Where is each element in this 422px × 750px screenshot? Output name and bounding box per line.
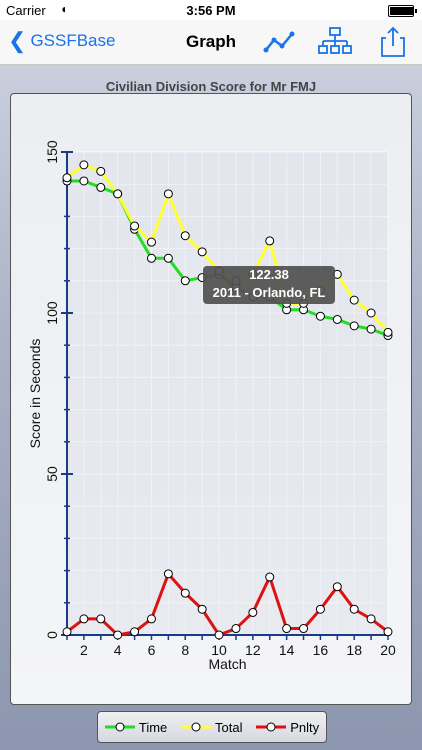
navigation-bar: ❮ GSSFBase Graph [0, 20, 422, 65]
y-tick-label: 50 [44, 466, 60, 482]
carrier-label: Carrier [6, 3, 46, 18]
tooltip-label: 2011 - Orlando, FL [212, 285, 326, 300]
chart-legend: Time Total Pnlty [97, 711, 327, 743]
data-point-penalty[interactable] [349, 604, 359, 614]
data-point-penalty[interactable] [163, 569, 173, 579]
page-title: Graph [185, 32, 237, 51]
back-label: GSSFBase [30, 31, 116, 50]
data-point-total[interactable] [146, 237, 156, 247]
data-point-total[interactable] [130, 221, 140, 231]
data-point-penalty[interactable] [383, 627, 393, 637]
x-tick-label: 12 [245, 642, 261, 658]
chevron-left-icon: ❮ [8, 28, 27, 53]
data-point-penalty[interactable] [231, 624, 241, 634]
data-point-total[interactable] [79, 160, 89, 170]
x-tick-label: 16 [313, 642, 329, 658]
data-point-penalty[interactable] [265, 572, 275, 582]
data-point-penalty[interactable] [96, 614, 106, 624]
data-point-total[interactable] [113, 189, 123, 199]
score-chart[interactable]: 0 50 100 150 2 4 6 8 10 12 14 16 18 20 Match Score in S… [0, 65, 422, 705]
legend-swatch-penalty [256, 722, 287, 732]
x-tick-label: 6 [148, 642, 156, 658]
share-icon[interactable] [376, 26, 410, 58]
y-axis-label: Score in Seconds [27, 339, 43, 449]
legend-label-penalty: Pnlty [290, 719, 320, 735]
back-button[interactable]: ❮ GSSFBase [8, 30, 115, 52]
data-point-penalty[interactable] [113, 630, 123, 640]
data-point-time[interactable] [79, 176, 89, 186]
y-tick-label: 100 [44, 301, 60, 325]
data-point-penalty[interactable] [130, 627, 140, 637]
legend-label-total: Total [215, 719, 243, 735]
wifi-icon: ◖ [60, 2, 68, 16]
legend-swatch-time [104, 722, 135, 732]
data-point-penalty[interactable] [214, 630, 224, 640]
x-tick-label: 2 [80, 642, 88, 658]
hierarchy-icon[interactable] [318, 26, 352, 58]
legend-label-time: Time [138, 719, 168, 735]
x-tick-label: 8 [181, 642, 189, 658]
battery-icon [388, 5, 417, 17]
data-point-penalty[interactable] [146, 614, 156, 624]
data-point-total[interactable] [96, 166, 106, 176]
clock: 3:56 PM [186, 3, 236, 18]
data-point-total[interactable] [265, 236, 275, 246]
data-point-time[interactable] [366, 324, 376, 334]
data-point-total[interactable] [163, 189, 173, 199]
data-point-penalty[interactable] [299, 624, 309, 634]
data-point-total[interactable] [62, 173, 72, 183]
data-point-penalty[interactable] [248, 607, 258, 617]
data-point-time[interactable] [96, 182, 106, 192]
legend-swatch-total [181, 722, 211, 732]
data-point-penalty[interactable] [332, 582, 342, 592]
data-point-penalty[interactable] [282, 624, 292, 634]
data-point-time[interactable] [349, 321, 359, 331]
x-tick-label: 14 [279, 642, 295, 658]
data-point-total[interactable] [383, 327, 393, 337]
x-tick-label: 20 [380, 642, 396, 658]
data-point-time[interactable] [315, 311, 325, 321]
data-point-tooltip: 122.38 2011 - Orlando, FL [203, 266, 335, 304]
data-point-time[interactable] [146, 253, 156, 263]
x-tick-label: 18 [346, 642, 362, 658]
tooltip-value: 122.38 [249, 267, 289, 282]
data-point-time[interactable] [332, 314, 342, 324]
data-point-penalty[interactable] [79, 614, 89, 624]
data-point-penalty[interactable] [366, 614, 376, 624]
legend-item-penalty: Pnlty [256, 720, 319, 735]
data-point-time[interactable] [180, 276, 190, 286]
data-point-penalty[interactable] [197, 604, 207, 614]
status-bar: Carrier ◖ 3:56 PM [0, 0, 422, 20]
plot-background [67, 152, 388, 635]
data-point-total[interactable] [180, 231, 190, 241]
y-tick-label: 150 [44, 140, 60, 164]
x-axis-label: Match [208, 656, 246, 672]
x-tick-label: 4 [114, 642, 122, 658]
x-tick-label: 10 [211, 642, 227, 658]
data-point-total[interactable] [349, 295, 359, 305]
graph-area: Civilian Division Score for Mr FMJ 0 50 10… [0, 65, 422, 750]
legend-item-time: Time [104, 719, 168, 735]
data-point-total[interactable] [197, 247, 207, 257]
data-point-penalty[interactable] [180, 588, 190, 598]
y-tick-label: 0 [44, 631, 60, 639]
data-point-time[interactable] [163, 253, 173, 263]
data-point-penalty[interactable] [315, 604, 325, 614]
data-point-total[interactable] [366, 308, 376, 318]
legend-item-total: Total [181, 720, 242, 735]
line-graph-icon[interactable] [262, 26, 296, 58]
chart-title: Civilian Division Score for Mr FMJ [105, 79, 317, 94]
data-point-penalty[interactable] [62, 627, 72, 637]
